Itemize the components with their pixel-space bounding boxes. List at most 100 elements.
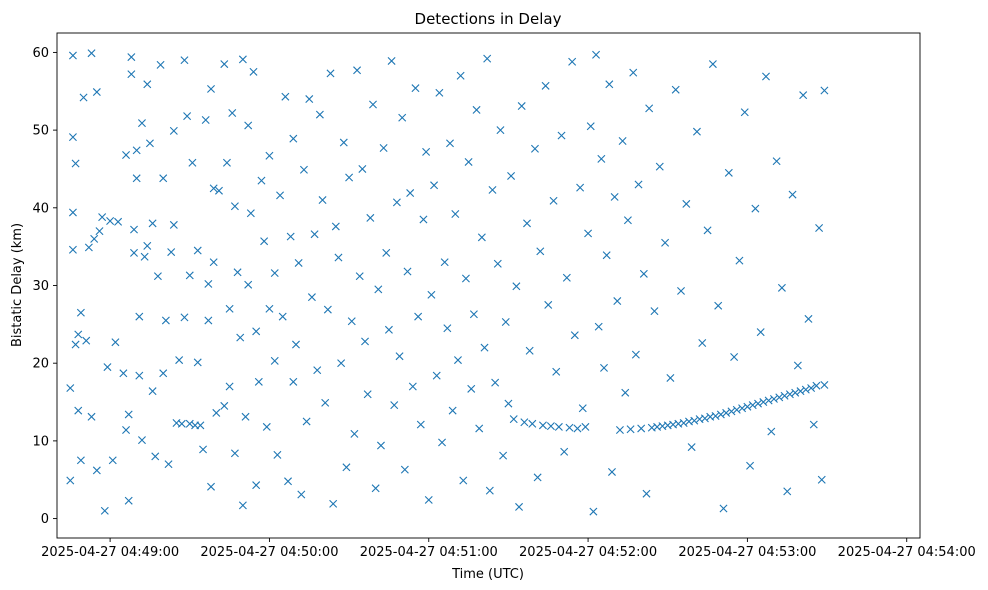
data-point	[610, 192, 619, 201]
data-point	[480, 343, 489, 352]
data-point	[103, 363, 112, 372]
data-point	[390, 401, 399, 410]
data-point	[411, 84, 420, 93]
data-point	[257, 176, 266, 185]
data-point	[254, 377, 263, 386]
data-point	[199, 445, 208, 454]
data-point	[111, 338, 120, 347]
data-point	[443, 324, 452, 333]
data-point	[738, 404, 747, 413]
data-point	[79, 93, 88, 102]
y-tick-label: 0	[41, 512, 49, 527]
data-point	[538, 421, 547, 430]
data-point	[435, 88, 444, 97]
data-point	[315, 110, 324, 119]
data-point	[106, 217, 115, 226]
data-point	[382, 248, 391, 257]
data-point	[453, 356, 462, 365]
data-point	[602, 251, 611, 260]
data-point	[562, 273, 571, 282]
data-point	[95, 227, 104, 236]
data-point	[193, 246, 202, 255]
y-tick-label: 50	[32, 124, 49, 139]
data-point	[244, 121, 253, 130]
data-point	[589, 507, 598, 516]
data-point	[714, 301, 723, 310]
data-point	[645, 104, 654, 113]
data-point	[265, 304, 274, 313]
data-point	[751, 204, 760, 213]
data-point	[100, 506, 109, 515]
data-point	[485, 486, 494, 495]
data-point	[584, 229, 593, 238]
chart-title: Detections in Delay	[415, 10, 562, 28]
data-point	[220, 401, 229, 410]
data-point	[438, 438, 447, 447]
data-point	[114, 217, 123, 226]
data-point	[310, 230, 319, 239]
data-point	[618, 137, 627, 145]
data-point	[448, 406, 457, 415]
data-point	[209, 184, 218, 193]
data-point	[299, 165, 308, 174]
data-point	[122, 426, 131, 434]
data-point	[546, 422, 555, 431]
data-point	[493, 259, 502, 268]
data-point	[305, 95, 314, 104]
data-point	[403, 267, 412, 276]
data-point	[207, 482, 216, 491]
data-point	[284, 477, 293, 486]
data-point	[281, 92, 290, 101]
data-point	[661, 238, 670, 247]
data-point	[570, 331, 579, 340]
data-point	[796, 387, 805, 396]
data-point	[185, 271, 194, 280]
data-point	[475, 424, 484, 433]
data-point	[801, 385, 810, 394]
data-point	[153, 272, 162, 281]
data-point	[130, 225, 138, 234]
data-point	[655, 162, 664, 171]
data-point	[573, 424, 582, 433]
data-point	[135, 312, 144, 321]
y-tick-label: 40	[32, 201, 49, 216]
data-point	[581, 422, 590, 431]
data-point	[313, 366, 322, 375]
data-point	[554, 422, 563, 431]
data-point	[711, 412, 720, 421]
data-point	[289, 377, 298, 386]
data-point	[724, 168, 733, 177]
data-point	[92, 466, 101, 475]
data-point	[286, 232, 295, 241]
data-point	[241, 412, 250, 421]
data-point	[180, 313, 189, 322]
data-point	[108, 456, 117, 465]
data-point	[214, 186, 223, 195]
data-point	[754, 399, 763, 408]
data-point	[212, 408, 221, 417]
data-point	[536, 247, 545, 256]
data-point	[161, 316, 170, 325]
data-point	[419, 215, 428, 224]
data-point	[451, 210, 460, 219]
data-point	[66, 384, 75, 393]
data-point	[560, 447, 569, 456]
data-point	[477, 233, 486, 242]
data-point	[252, 481, 261, 490]
data-point	[124, 496, 133, 505]
data-point	[188, 158, 197, 167]
data-point	[350, 429, 359, 438]
data-point	[135, 371, 144, 380]
data-point	[767, 427, 776, 436]
data-point	[87, 412, 96, 421]
data-point	[568, 57, 577, 66]
data-point	[82, 336, 91, 345]
data-point	[483, 54, 492, 63]
data-point	[592, 50, 601, 59]
data-point	[177, 419, 186, 428]
data-point	[225, 382, 234, 391]
data-point	[491, 378, 500, 387]
data-point	[244, 280, 253, 289]
data-point	[629, 68, 638, 77]
